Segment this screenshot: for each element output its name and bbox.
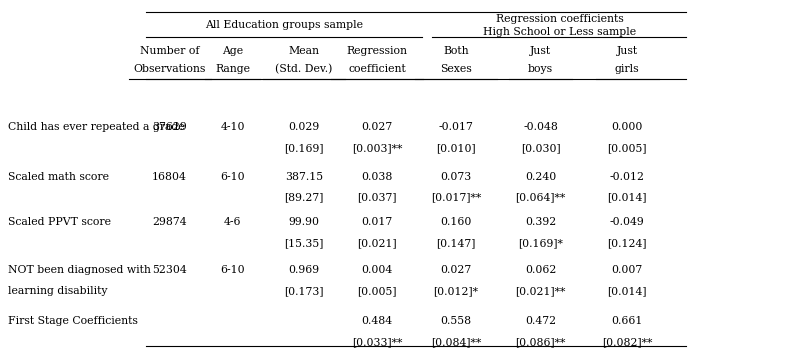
Text: Just: Just (617, 46, 638, 56)
Text: 99.90: 99.90 (288, 217, 320, 227)
Text: Age: Age (222, 46, 243, 56)
Text: NOT been diagnosed with: NOT been diagnosed with (8, 265, 151, 275)
Text: -0.017: -0.017 (439, 122, 473, 132)
Text: [0.064]**: [0.064]** (515, 193, 566, 203)
Text: 0.000: 0.000 (611, 122, 643, 132)
Text: Number of: Number of (140, 46, 200, 56)
Text: Regression coefficients: Regression coefficients (495, 14, 623, 24)
Text: 0.007: 0.007 (611, 265, 643, 275)
Text: [0.014]: [0.014] (608, 193, 647, 203)
Text: Observations: Observations (133, 64, 206, 74)
Text: 0.969: 0.969 (288, 265, 320, 275)
Text: 16804: 16804 (152, 172, 187, 181)
Text: [0.086]**: [0.086]** (515, 337, 566, 347)
Text: 0.038: 0.038 (361, 172, 393, 181)
Text: 0.073: 0.073 (440, 172, 472, 181)
Text: High School or Less sample: High School or Less sample (483, 27, 636, 37)
Text: [0.010]: [0.010] (436, 143, 476, 153)
Text: 4-10: 4-10 (220, 122, 245, 132)
Text: [0.021]**: [0.021]** (515, 286, 566, 296)
Text: 0.029: 0.029 (288, 122, 320, 132)
Text: (Std. Dev.): (Std. Dev.) (275, 64, 332, 74)
Text: [0.014]: [0.014] (608, 286, 647, 296)
Text: coefficient: coefficient (348, 64, 406, 74)
Text: 4-6: 4-6 (224, 217, 241, 227)
Text: 387.15: 387.15 (285, 172, 323, 181)
Text: [0.173]: [0.173] (284, 286, 323, 296)
Text: 0.661: 0.661 (611, 316, 643, 326)
Text: 29874: 29874 (152, 217, 187, 227)
Text: 0.472: 0.472 (525, 316, 556, 326)
Text: [0.005]: [0.005] (357, 286, 397, 296)
Text: [0.012]*: [0.012]* (433, 286, 479, 296)
Text: [0.124]: [0.124] (608, 239, 647, 249)
Text: [0.169]: [0.169] (284, 143, 323, 153)
Text: [0.021]: [0.021] (357, 239, 397, 249)
Text: Range: Range (215, 64, 250, 74)
Text: Just: Just (530, 46, 551, 56)
Text: 0.484: 0.484 (361, 316, 393, 326)
Text: 0.027: 0.027 (440, 265, 472, 275)
Text: [0.030]: [0.030] (521, 143, 560, 153)
Text: 0.240: 0.240 (525, 172, 556, 181)
Text: 0.027: 0.027 (361, 122, 393, 132)
Text: [0.084]**: [0.084]** (431, 337, 481, 347)
Text: [0.082]**: [0.082]** (602, 337, 653, 347)
Text: 37629: 37629 (152, 122, 187, 132)
Text: [0.033]**: [0.033]** (352, 337, 402, 347)
Text: 52304: 52304 (152, 265, 187, 275)
Text: girls: girls (615, 64, 640, 74)
Text: Child has ever repeated a grade: Child has ever repeated a grade (8, 122, 185, 132)
Text: Sexes: Sexes (440, 64, 472, 74)
Text: First Stage Coefficients: First Stage Coefficients (8, 316, 138, 326)
Text: boys: boys (528, 64, 553, 74)
Text: 6-10: 6-10 (220, 172, 245, 181)
Text: [0.037]: [0.037] (357, 193, 397, 203)
Text: 0.160: 0.160 (440, 217, 472, 227)
Text: 0.004: 0.004 (361, 265, 393, 275)
Text: Regression: Regression (346, 46, 408, 56)
Text: Mean: Mean (288, 46, 320, 56)
Text: -0.012: -0.012 (610, 172, 645, 181)
Text: [0.017]**: [0.017]** (431, 193, 481, 203)
Text: 0.558: 0.558 (440, 316, 472, 326)
Text: Scaled PPVT score: Scaled PPVT score (8, 217, 111, 227)
Text: [0.005]: [0.005] (608, 143, 647, 153)
Text: -0.049: -0.049 (610, 217, 645, 227)
Text: [89.27]: [89.27] (284, 193, 323, 203)
Text: 0.392: 0.392 (525, 217, 556, 227)
Text: All Education groups sample: All Education groups sample (205, 20, 363, 30)
Text: [0.169]*: [0.169]* (518, 239, 563, 249)
Text: 6-10: 6-10 (220, 265, 245, 275)
Text: 0.017: 0.017 (361, 217, 393, 227)
Text: Both: Both (443, 46, 469, 56)
Text: [0.003]**: [0.003]** (352, 143, 402, 153)
Text: [0.147]: [0.147] (436, 239, 476, 249)
Text: 0.062: 0.062 (525, 265, 556, 275)
Text: [15.35]: [15.35] (284, 239, 323, 249)
Text: Scaled math score: Scaled math score (8, 172, 109, 181)
Text: -0.048: -0.048 (523, 122, 558, 132)
Text: learning disability: learning disability (8, 286, 107, 296)
